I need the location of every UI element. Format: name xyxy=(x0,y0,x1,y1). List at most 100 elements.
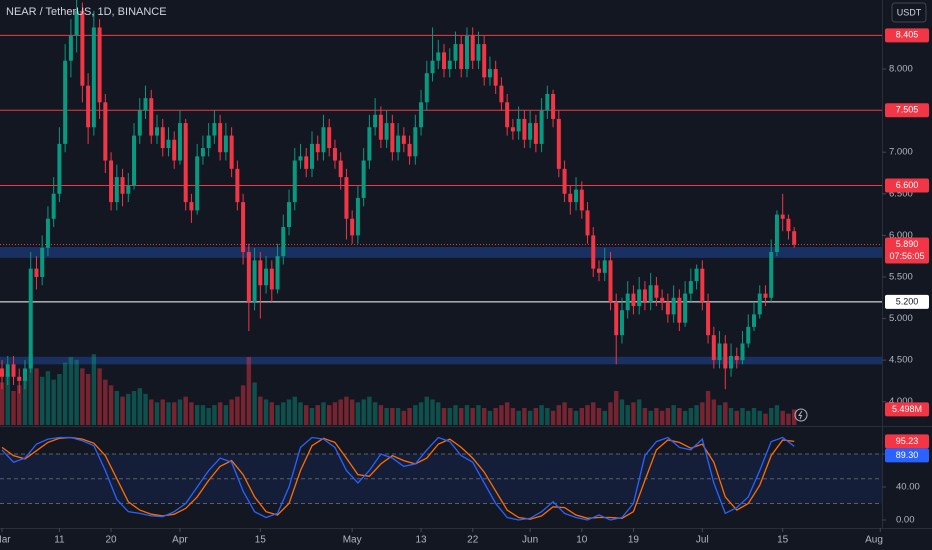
volume-bar xyxy=(97,368,102,425)
candle-body xyxy=(746,326,751,344)
currency-button-label[interactable]: USDT xyxy=(897,7,922,17)
volume-bar xyxy=(631,402,636,425)
candle-body xyxy=(189,202,194,211)
x-tick-label: May xyxy=(343,535,362,546)
volume-bar xyxy=(200,405,206,425)
candle-body xyxy=(264,268,269,286)
volume-bar xyxy=(436,402,441,425)
volume-bar xyxy=(263,399,269,425)
candle-body xyxy=(597,268,602,273)
candle-body xyxy=(114,177,119,203)
candle-body xyxy=(516,118,521,132)
candle-body xyxy=(528,123,533,140)
volume-bar xyxy=(281,402,286,425)
support-zone xyxy=(0,356,882,365)
x-tick-label: Aug xyxy=(865,535,883,546)
candle-body xyxy=(97,27,102,103)
volume-bar xyxy=(137,388,142,425)
volume-bar xyxy=(441,408,447,425)
y-tick-label: 4.500 xyxy=(889,355,913,366)
candle-body xyxy=(757,293,762,315)
volume-bar xyxy=(757,410,762,425)
candle-body xyxy=(608,260,613,302)
candle-body xyxy=(642,289,647,302)
candle-body xyxy=(212,123,217,136)
volume-bar xyxy=(68,357,74,425)
volume-bar xyxy=(177,399,183,425)
volume-label: 5.498M xyxy=(892,404,922,414)
candle-body xyxy=(287,202,292,228)
volume-bar xyxy=(481,408,487,425)
candle-body xyxy=(200,148,205,157)
candle-body xyxy=(355,197,360,236)
candle-body xyxy=(407,143,412,157)
y-tick-label: 4.000 xyxy=(889,396,913,407)
candle-body xyxy=(763,293,768,298)
candle-body xyxy=(183,123,188,203)
y-tick-label: 5.500 xyxy=(889,271,913,282)
volume xyxy=(0,354,797,425)
volume-bar xyxy=(120,396,125,425)
candle-body xyxy=(373,114,378,128)
candle-body xyxy=(246,252,251,302)
y-tick-label: 7.000 xyxy=(889,147,913,158)
candle-body xyxy=(671,297,676,315)
candle-body xyxy=(734,355,739,361)
candle-body xyxy=(74,10,79,36)
candle-body xyxy=(63,60,68,144)
countdown: 07:56:05 xyxy=(889,251,924,261)
volume-bar xyxy=(355,402,361,425)
candle-body xyxy=(143,98,148,111)
volume-bar xyxy=(338,399,343,425)
volume-bar xyxy=(556,405,562,425)
volume-bar xyxy=(258,396,263,425)
candle-body xyxy=(321,127,326,153)
volume-bar xyxy=(309,408,315,425)
candle-body xyxy=(235,168,240,203)
alert-icon[interactable] xyxy=(794,408,808,422)
currency-button[interactable] xyxy=(891,2,927,23)
volume-bar xyxy=(45,371,51,425)
volume-bar xyxy=(671,405,676,425)
volume-bar xyxy=(493,408,498,425)
candle-body xyxy=(361,160,366,198)
volume-bar xyxy=(470,408,475,425)
volume-bar xyxy=(407,408,412,425)
candle-body xyxy=(585,210,590,236)
volume-bar xyxy=(131,391,137,425)
x-tick-label: Apr xyxy=(172,535,188,546)
alert-icon[interactable] xyxy=(798,410,803,420)
candle-body xyxy=(195,156,200,211)
candle-body xyxy=(591,235,596,269)
candle-body xyxy=(562,168,567,194)
axes: 8.000 7.000 6.500 6.000 5.500 5.000 4.500 4.000… xyxy=(0,64,920,546)
candle-body xyxy=(780,214,785,219)
volume-bar xyxy=(332,402,338,425)
candle-body xyxy=(654,285,659,298)
candle-body xyxy=(579,189,584,211)
candle-body xyxy=(499,85,504,103)
candle-body xyxy=(694,268,699,282)
volume-bar xyxy=(401,410,407,425)
candle-body xyxy=(723,343,728,369)
candle-body xyxy=(309,143,314,169)
volume-bar xyxy=(212,405,217,425)
candle-body xyxy=(706,301,711,336)
volume-bar xyxy=(252,382,257,425)
volume-bar xyxy=(568,408,573,425)
volume-bar xyxy=(327,405,332,425)
volume-bar xyxy=(573,410,579,425)
volume-bar xyxy=(206,408,211,425)
level-label-box xyxy=(885,178,929,193)
volume-bar xyxy=(648,410,653,425)
volume-bar xyxy=(585,405,590,425)
chart-title: NEAR / TetherUS, 1D, BINANCE xyxy=(6,6,167,18)
x-tick-label: 15 xyxy=(777,535,789,546)
volume-bar xyxy=(694,405,699,425)
candle-body xyxy=(711,335,716,361)
volume-bar xyxy=(464,405,470,425)
volume-bar xyxy=(108,385,114,425)
candle-body xyxy=(665,301,670,315)
candle-body xyxy=(338,160,343,178)
